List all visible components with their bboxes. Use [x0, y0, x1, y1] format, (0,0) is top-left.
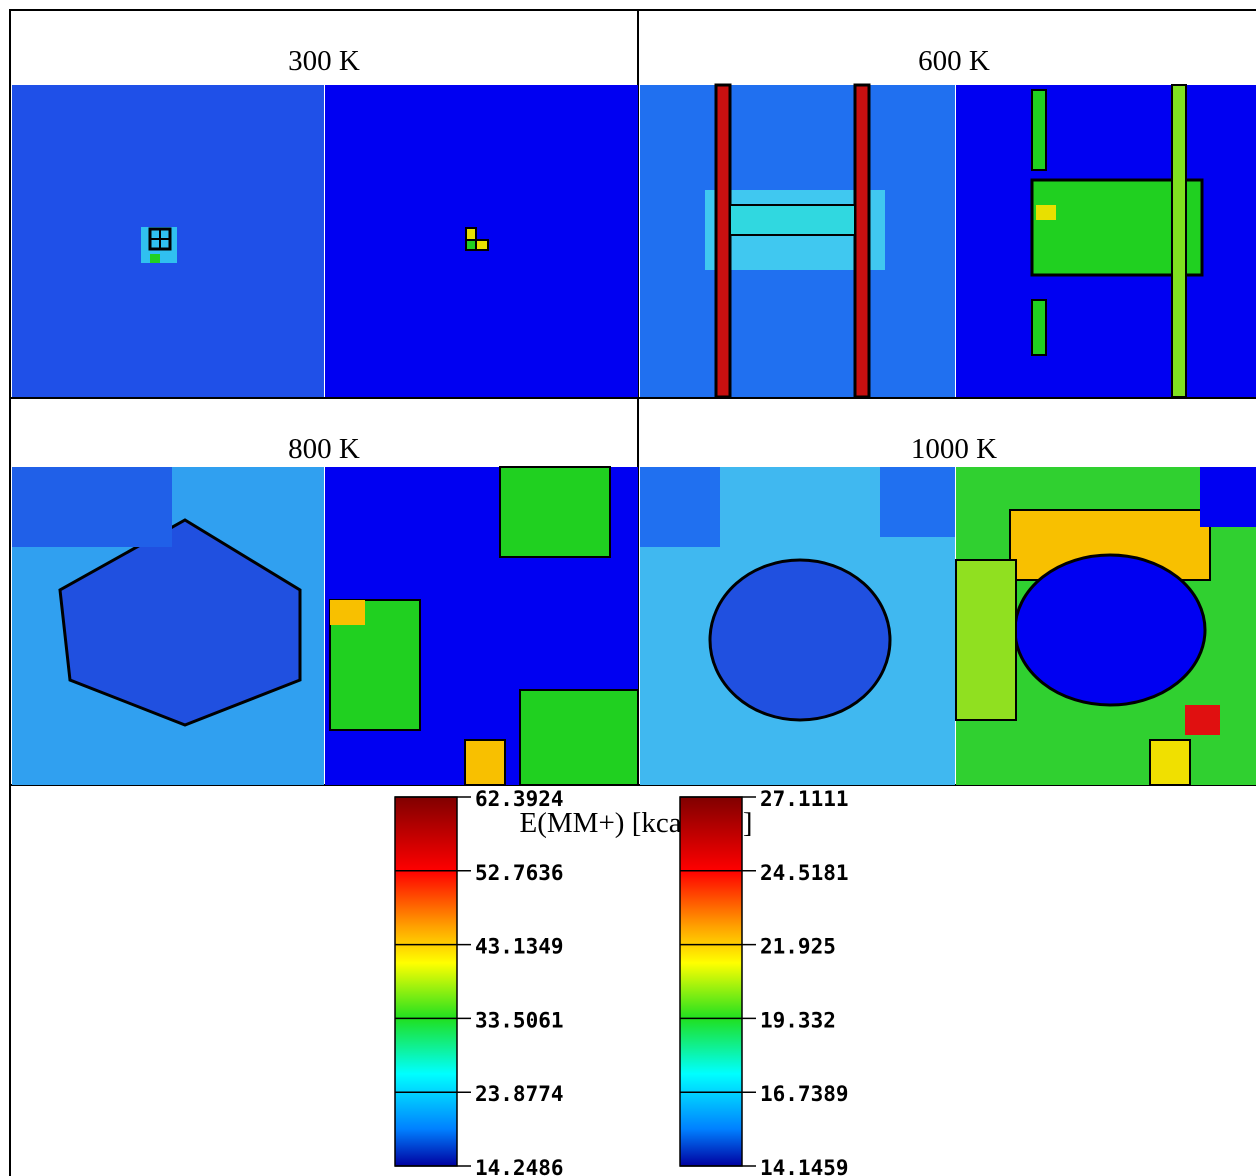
- colorbar: [679, 796, 743, 1167]
- heatmap: [12, 467, 324, 785]
- colorbar: [394, 796, 458, 1167]
- tick-label: 43.1349: [475, 935, 564, 959]
- tick-label: 23.8774: [475, 1082, 564, 1106]
- tick-label: 27.1111: [760, 787, 849, 811]
- panel-title: 1000 K: [911, 433, 997, 465]
- heatmap: [640, 83, 955, 399]
- heatmap: [325, 466, 639, 786]
- tick-label: 14.2486: [475, 1156, 564, 1176]
- tick-label: 62.3924: [475, 787, 564, 811]
- tick-label: 52.7636: [475, 861, 564, 885]
- heatmap: [956, 84, 1256, 398]
- heatmap: [12, 85, 324, 397]
- panel-title: 300 K: [288, 45, 360, 77]
- heatmap: [955, 467, 1256, 786]
- heatmap: [325, 85, 638, 397]
- tick-label: 16.7389: [760, 1082, 849, 1106]
- panel-title: 800 K: [288, 433, 360, 465]
- tick-label: 19.332: [760, 1008, 836, 1032]
- tick-label: 14.1459: [760, 1156, 849, 1176]
- panel-title: 600 K: [918, 45, 990, 77]
- tick-label: 21.925: [760, 935, 836, 959]
- frame: [9, 9, 1256, 1176]
- tick-label: 33.5061: [475, 1008, 564, 1032]
- tick-label: 24.5181: [760, 861, 849, 885]
- heatmap: [640, 467, 955, 785]
